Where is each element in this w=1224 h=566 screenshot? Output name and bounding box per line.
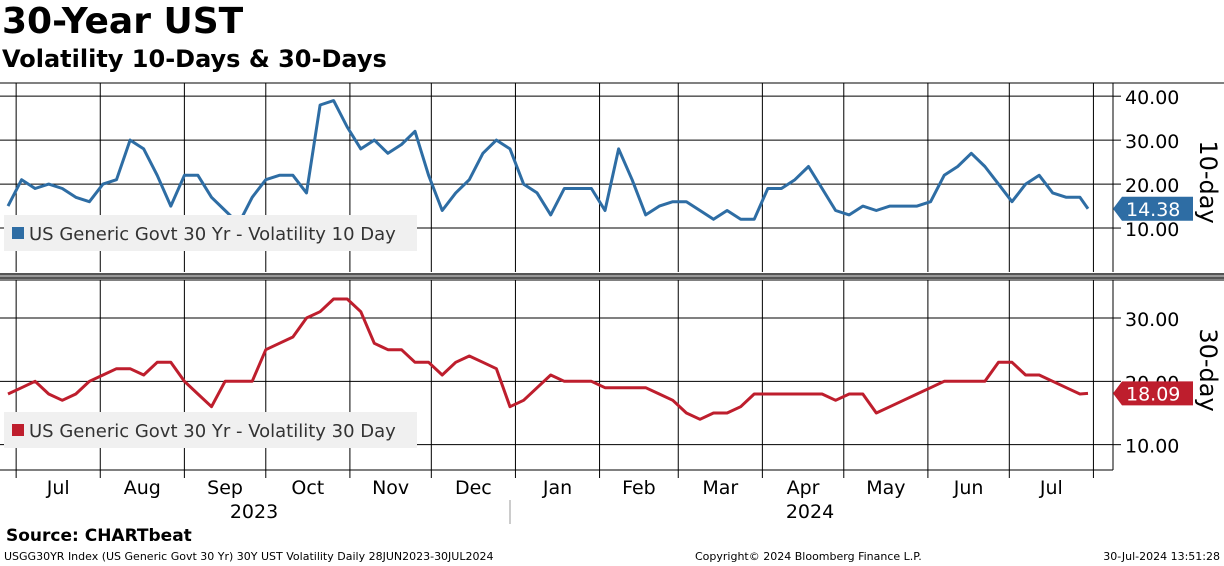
legend-box	[4, 215, 417, 251]
x-tick-label: Jul	[1039, 477, 1063, 499]
y-axis-title: 10-day	[1194, 140, 1222, 223]
y-tick-label: 40.00	[1125, 87, 1179, 109]
last-value-label: 14.38	[1126, 199, 1180, 221]
y-axis-title: 30-day	[1194, 328, 1222, 411]
chart-subtitle: Volatility 10-Days & 30-Days	[2, 45, 387, 73]
x-tick-label: Mar	[702, 477, 738, 499]
x-tick-label: Jun	[953, 477, 984, 499]
x-tick-label: Feb	[622, 477, 656, 499]
y-tick-label: 20.00	[1125, 175, 1179, 197]
chart-title: 30-Year UST	[2, 1, 244, 42]
year-label: 2023	[230, 501, 278, 523]
x-tick-label: Sep	[207, 477, 243, 499]
footer-ticker-description: USGG30YR Index (US Generic Govt 30 Yr) 3…	[4, 550, 494, 563]
last-value-tag	[1113, 381, 1193, 406]
source-note: Source: CHARTbeat	[6, 526, 192, 546]
year-label: 2024	[786, 501, 834, 523]
x-tick-label: Jan	[542, 477, 572, 499]
x-tick-label: Apr	[787, 477, 820, 499]
legend-swatch	[12, 424, 24, 436]
x-tick-label: Aug	[124, 477, 161, 499]
footer-timestamp: 30-Jul-2024 13:51:28	[1103, 550, 1220, 563]
y-tick-label: 30.00	[1125, 131, 1179, 153]
legend-swatch	[12, 227, 24, 239]
legend-box	[4, 412, 417, 448]
y-tick-label: 10.00	[1125, 219, 1179, 241]
legend-label: US Generic Govt 30 Yr - Volatility 10 Da…	[29, 224, 396, 245]
series-line	[7, 297, 1089, 421]
last-value-label: 18.09	[1126, 383, 1180, 405]
x-tick-label: Nov	[372, 477, 409, 499]
last-value-tag	[1113, 196, 1193, 221]
legend-label: US Generic Govt 30 Yr - Volatility 30 Da…	[29, 421, 396, 442]
x-tick-label: Dec	[455, 477, 492, 499]
y-tick-label: 10.00	[1125, 436, 1179, 458]
x-tick-label: May	[866, 477, 905, 499]
x-tick-label: Jul	[46, 477, 70, 499]
footer-copyright: Copyright© 2024 Bloomberg Finance L.P.	[695, 550, 922, 563]
series-line	[6, 99, 1090, 226]
x-tick-label: Oct	[291, 477, 324, 499]
y-tick-label: 30.00	[1125, 309, 1179, 331]
